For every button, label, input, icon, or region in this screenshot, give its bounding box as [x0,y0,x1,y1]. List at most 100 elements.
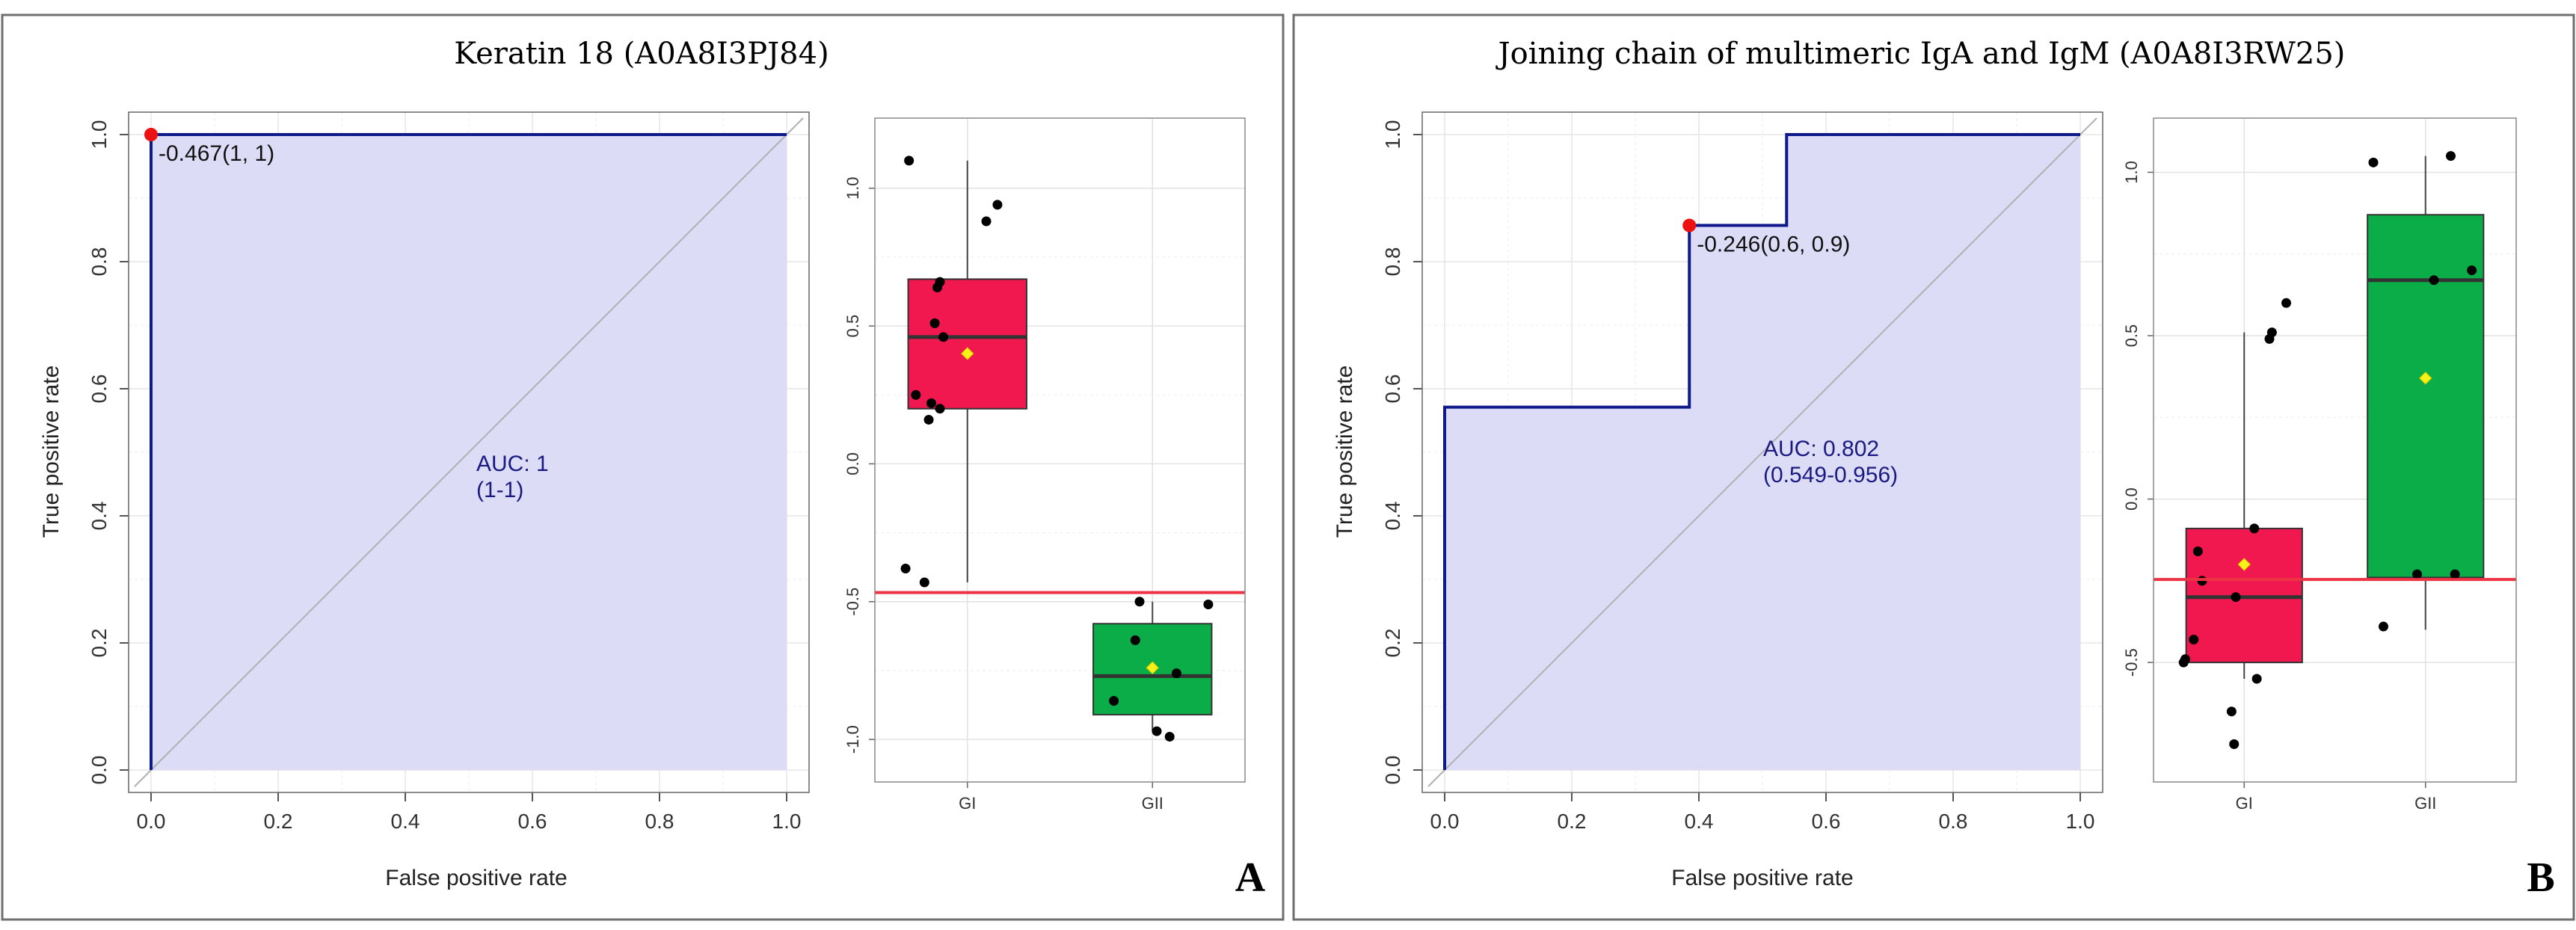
box-y-tick-label: 0.0 [843,452,862,475]
roc-auc-ci-label: (0.549-0.956) [1763,463,1898,487]
box-gii-data-point [1171,668,1181,679]
roc-x-tick-label: 0.2 [264,810,293,833]
roc-auc-ci-label: (1-1) [476,478,523,502]
box-gii-data-point [1152,726,1162,736]
roc-x-tick-label: 0.8 [645,810,674,833]
panel-a-title: Keratin 18 (A0A8I3PJ84) [454,37,829,71]
roc-y-tick-label: 1.0 [87,120,111,150]
box-gi-data-point [981,216,992,227]
box-gi-data-point [2180,654,2190,665]
roc-cutoff-point [144,128,158,141]
roc-x-axis-label: False positive rate [385,866,567,890]
box-gi-data-point [935,404,945,414]
roc-y-tick-label: 0.6 [87,375,111,404]
box-gii-data-point [2446,151,2456,161]
boxplot-border [874,117,1246,783]
box-gi-data-point [2226,706,2237,717]
box-gi-data-point [2249,523,2260,534]
box-gi-data-point [935,277,945,287]
roc-x-tick-label: 0.6 [1812,810,1841,833]
box-y-tick-label: -0.5 [2122,648,2141,677]
box-gi-mean-marker [2237,558,2251,571]
box-gii-data-point [1203,599,1214,609]
box-gi-data-point [919,577,929,588]
roc-x-tick-label: 0.6 [518,810,547,833]
box-y-tick-label: -1.0 [843,725,862,754]
box-gii-data-point [2368,157,2379,167]
box-y-tick-label: 0.0 [2122,487,2141,511]
box-gi-data-point [938,332,949,342]
box-gii-data-point [2429,275,2439,286]
roc-diagonal-line [134,117,804,787]
box-gi-iqr-box [907,278,1027,410]
roc-cutoff-label: -0.467(1, 1) [159,141,274,166]
box-gi-data-point [900,564,911,574]
roc-x-tick-label: 1.0 [2066,810,2095,833]
roc-diagonal-line [1427,117,2097,787]
roc-x-tick-label: 0.0 [1430,810,1460,833]
box-gi-data-point [923,414,934,425]
panel-a-roc-plot: False positive rate True positive rate 0… [39,111,810,890]
roc-x-tick-label: 0.8 [1939,810,1968,833]
box-x-tick-label: GI [2236,794,2253,813]
roc-plot-border [1421,111,2103,793]
roc-y-tick-label: 0.2 [1381,629,1404,658]
box-gi-data-point [929,318,940,328]
roc-y-tick-label: 0.4 [1381,502,1404,531]
box-gi-data-point [2251,674,2262,684]
roc-y-tick-label: 0.2 [87,629,111,658]
roc-x-tick-label: 0.2 [1558,810,1587,833]
box-gii-iqr-box [2367,214,2485,579]
panel-b-title: Joining chain of multimeric IgA and IgM … [1496,37,2346,71]
box-gi-data-point [911,389,921,400]
roc-x-axis-label: False positive rate [1671,866,1853,890]
roc-cutoff-label: -0.246(0.6, 0.9) [1697,232,1850,257]
box-x-tick-label: GI [959,794,976,813]
box-gii-data-point [2467,265,2477,276]
roc-y-tick-label: 0.0 [87,756,111,785]
panel-b-letter: B [2527,854,2554,901]
box-gi-data-point [2192,546,2203,557]
box-gii-data-point [1164,731,1175,742]
box-gii-data-point [1130,635,1140,645]
panel-a-boxplot: 1.0 0.5 0.0 -0.5 -1.0 GI GII [843,117,1246,813]
roc-y-axis-label: True positive rate [39,366,64,538]
box-gi-data-point [904,155,914,166]
panel-b-boxplot: 1.0 0.5 0.0 -0.5 GI GII [2122,117,2517,813]
roc-x-tick-label: 1.0 [772,810,802,833]
box-gi-mean-marker [961,347,974,360]
roc-auc-label: AUC: 0.802 [1763,437,1879,461]
box-gii-mean-marker [1146,661,1159,674]
roc-x-tick-label: 0.4 [1685,810,1714,833]
box-gi-data-point [2281,298,2292,308]
box-gi-data-point [926,398,937,408]
roc-auc-label: AUC: 1 [476,452,549,476]
box-gi-data-point [2189,635,2199,645]
box-y-tick-label: 1.0 [2122,161,2141,184]
roc-y-tick-label: 0.8 [1381,247,1404,277]
box-gii-mean-marker [2419,372,2432,385]
box-gi-data-point [2229,739,2240,749]
box-gii-data-point [2411,569,2422,579]
box-x-tick-label: GII [1142,794,1163,813]
roc-x-tick-label: 0.4 [391,810,420,833]
box-x-tick-label: GII [2414,794,2436,813]
roc-y-tick-label: 1.0 [1381,120,1404,150]
roc-y-tick-label: 0.8 [87,247,111,277]
box-y-tick-label: 0.5 [843,315,862,338]
box-gi-data-point [992,200,1003,210]
roc-plot-border [128,111,810,793]
panel-a-letter: A [1235,854,1266,901]
roc-x-tick-label: 0.0 [137,810,166,833]
roc-y-tick-label: 0.6 [1381,375,1404,404]
box-gii-data-point [2378,621,2388,632]
roc-y-tick-label: 0.0 [1381,756,1404,785]
roc-y-tick-label: 0.4 [87,502,111,531]
panel-b-roc-plot: False positive rate True positive rate 0… [1332,111,2103,890]
box-gii-data-point [1134,597,1145,607]
boxplot-border [2153,117,2517,783]
roc-cutoff-point [1682,218,1697,232]
box-gi-data-point [2266,327,2277,338]
box-y-tick-label: 0.5 [2122,324,2141,348]
